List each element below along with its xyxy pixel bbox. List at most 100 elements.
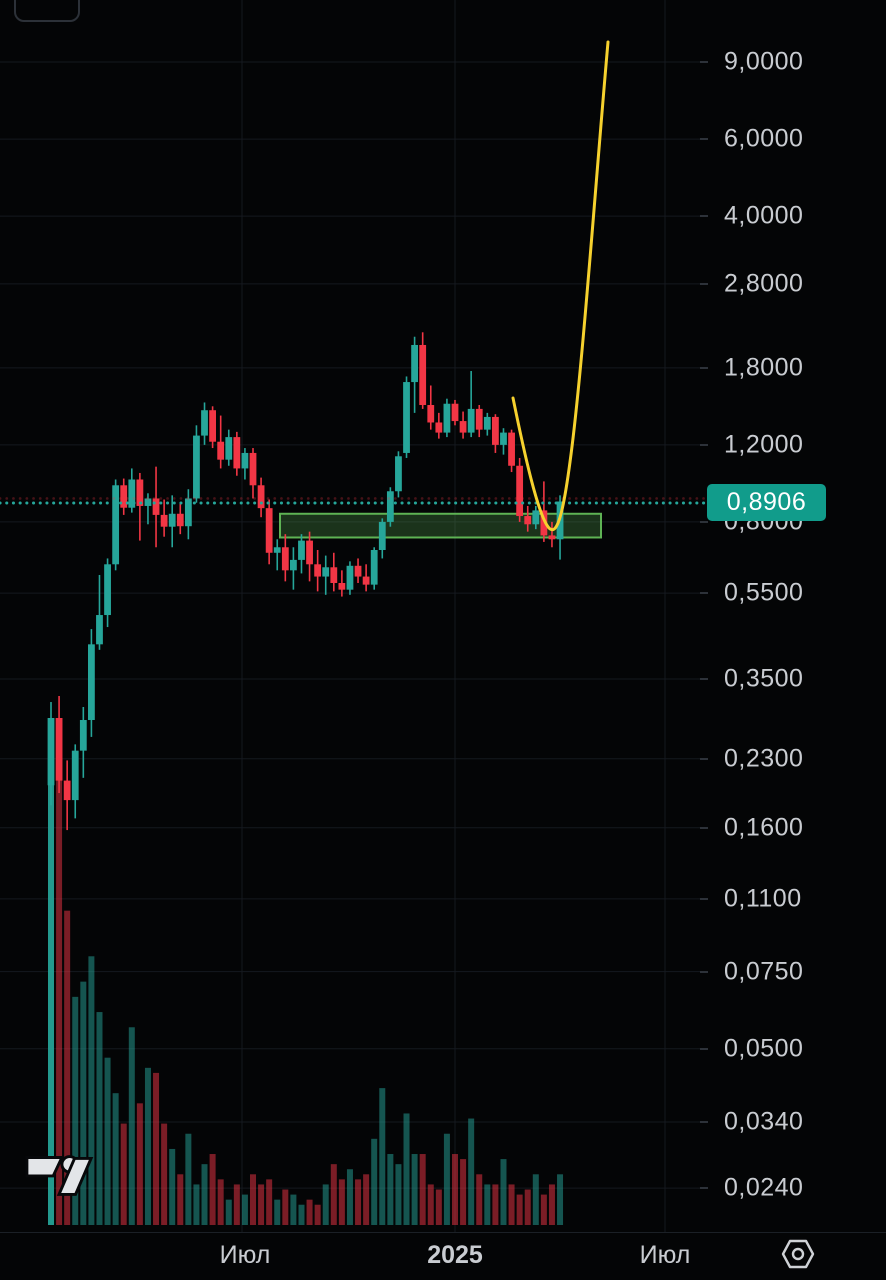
candle-body xyxy=(516,465,524,517)
candle-body xyxy=(225,437,233,460)
volume-bar xyxy=(557,1174,564,1225)
candle-body xyxy=(201,410,208,436)
candle-body xyxy=(314,564,322,577)
candle-body xyxy=(395,456,402,492)
candle-body xyxy=(500,432,507,445)
volume-bar xyxy=(177,1174,184,1225)
candle-body xyxy=(370,550,378,585)
volume-bar xyxy=(452,1154,458,1225)
volume-bar xyxy=(185,1133,192,1225)
candle-body xyxy=(427,405,435,423)
candle-body xyxy=(79,720,87,751)
candle-body xyxy=(112,485,120,565)
volume-bar xyxy=(322,1184,329,1225)
candle-body xyxy=(290,559,297,571)
candle-body xyxy=(467,408,475,433)
candle-body xyxy=(306,540,313,565)
volume-bar xyxy=(476,1174,483,1225)
candle-body xyxy=(265,508,273,553)
projection-curve[interactable] xyxy=(511,40,610,532)
candle-body xyxy=(354,565,362,577)
candle-body xyxy=(96,615,103,645)
hexagon-outline xyxy=(781,1239,815,1269)
candle-body xyxy=(63,780,71,801)
support-zone[interactable] xyxy=(279,512,602,539)
volume-bar xyxy=(217,1179,224,1225)
volume-bar xyxy=(282,1189,289,1225)
candle-body xyxy=(152,498,160,515)
candle-body xyxy=(71,750,79,801)
volume-bar xyxy=(144,1067,151,1225)
volume-bar xyxy=(112,1093,119,1225)
candle-body xyxy=(508,432,515,466)
candle-body xyxy=(338,582,346,590)
time-axis[interactable]: Июл 2025 Июл xyxy=(0,1232,886,1280)
time-axis-label: Июл xyxy=(639,1241,691,1269)
candle-body xyxy=(273,547,281,553)
candle-body xyxy=(257,485,265,509)
grid-lines xyxy=(0,0,702,1232)
volume-bar xyxy=(500,1159,507,1225)
candle-body xyxy=(55,718,63,781)
volume-bar xyxy=(161,1123,168,1225)
volume-bar xyxy=(136,1103,143,1225)
logo-check xyxy=(56,1157,94,1196)
volume-bar xyxy=(120,1123,127,1225)
volume-bar xyxy=(508,1184,515,1225)
volume-bar xyxy=(306,1199,313,1225)
volume-bar xyxy=(241,1194,248,1225)
price-scale-settings-icon[interactable] xyxy=(778,1237,818,1271)
candle-body xyxy=(411,344,418,383)
volume-bar xyxy=(314,1204,321,1225)
candle-body xyxy=(475,408,483,430)
volume-bars xyxy=(48,718,564,1225)
volume-bar xyxy=(201,1164,208,1225)
volume-bar xyxy=(258,1184,265,1225)
candle-body xyxy=(378,521,386,551)
volume-bar xyxy=(355,1179,362,1225)
volume-bar xyxy=(532,1174,539,1225)
candle-body xyxy=(443,403,451,433)
current-price-badge: 0,8906 xyxy=(707,483,826,521)
tradingview-logo[interactable] xyxy=(24,1150,94,1200)
candle-body xyxy=(249,452,257,486)
candle-body xyxy=(403,382,410,453)
candle-body xyxy=(330,567,338,583)
candle-body xyxy=(451,403,459,422)
volume-bar xyxy=(371,1138,378,1225)
volume-bar xyxy=(330,1164,337,1225)
volume-bar xyxy=(290,1194,297,1225)
candle-body xyxy=(209,410,216,442)
volume-bar xyxy=(379,1088,386,1225)
volume-bar xyxy=(56,753,63,1225)
current-price-label: 0,8906 xyxy=(726,487,807,516)
time-axis-label: Июл xyxy=(219,1241,271,1269)
candle-body xyxy=(217,441,225,460)
volume-bar xyxy=(524,1189,531,1225)
toolbar-button-partial[interactable] xyxy=(14,0,80,22)
volume-bar xyxy=(209,1154,216,1225)
volume-bar xyxy=(338,1179,345,1225)
candle-body xyxy=(492,416,499,445)
candle-body xyxy=(168,513,176,527)
candle-body xyxy=(47,718,55,786)
candle-body xyxy=(459,421,467,433)
volume-bar xyxy=(128,1027,135,1225)
volume-bar xyxy=(250,1174,256,1225)
candle-body xyxy=(281,547,289,571)
volume-bar xyxy=(443,1133,450,1225)
volume-bar xyxy=(540,1194,547,1225)
volume-bar xyxy=(80,981,87,1225)
volume-bar xyxy=(492,1184,499,1225)
volume-bar xyxy=(233,1184,240,1225)
candle-body xyxy=(532,510,540,525)
volume-bar xyxy=(64,910,71,1225)
candle-body xyxy=(88,644,95,721)
volume-bar xyxy=(387,1154,394,1225)
candle-body xyxy=(346,565,354,590)
volume-bar xyxy=(96,1012,103,1225)
volume-bar xyxy=(427,1184,434,1225)
volume-bar xyxy=(403,1113,410,1225)
volume-bar xyxy=(48,718,54,1225)
